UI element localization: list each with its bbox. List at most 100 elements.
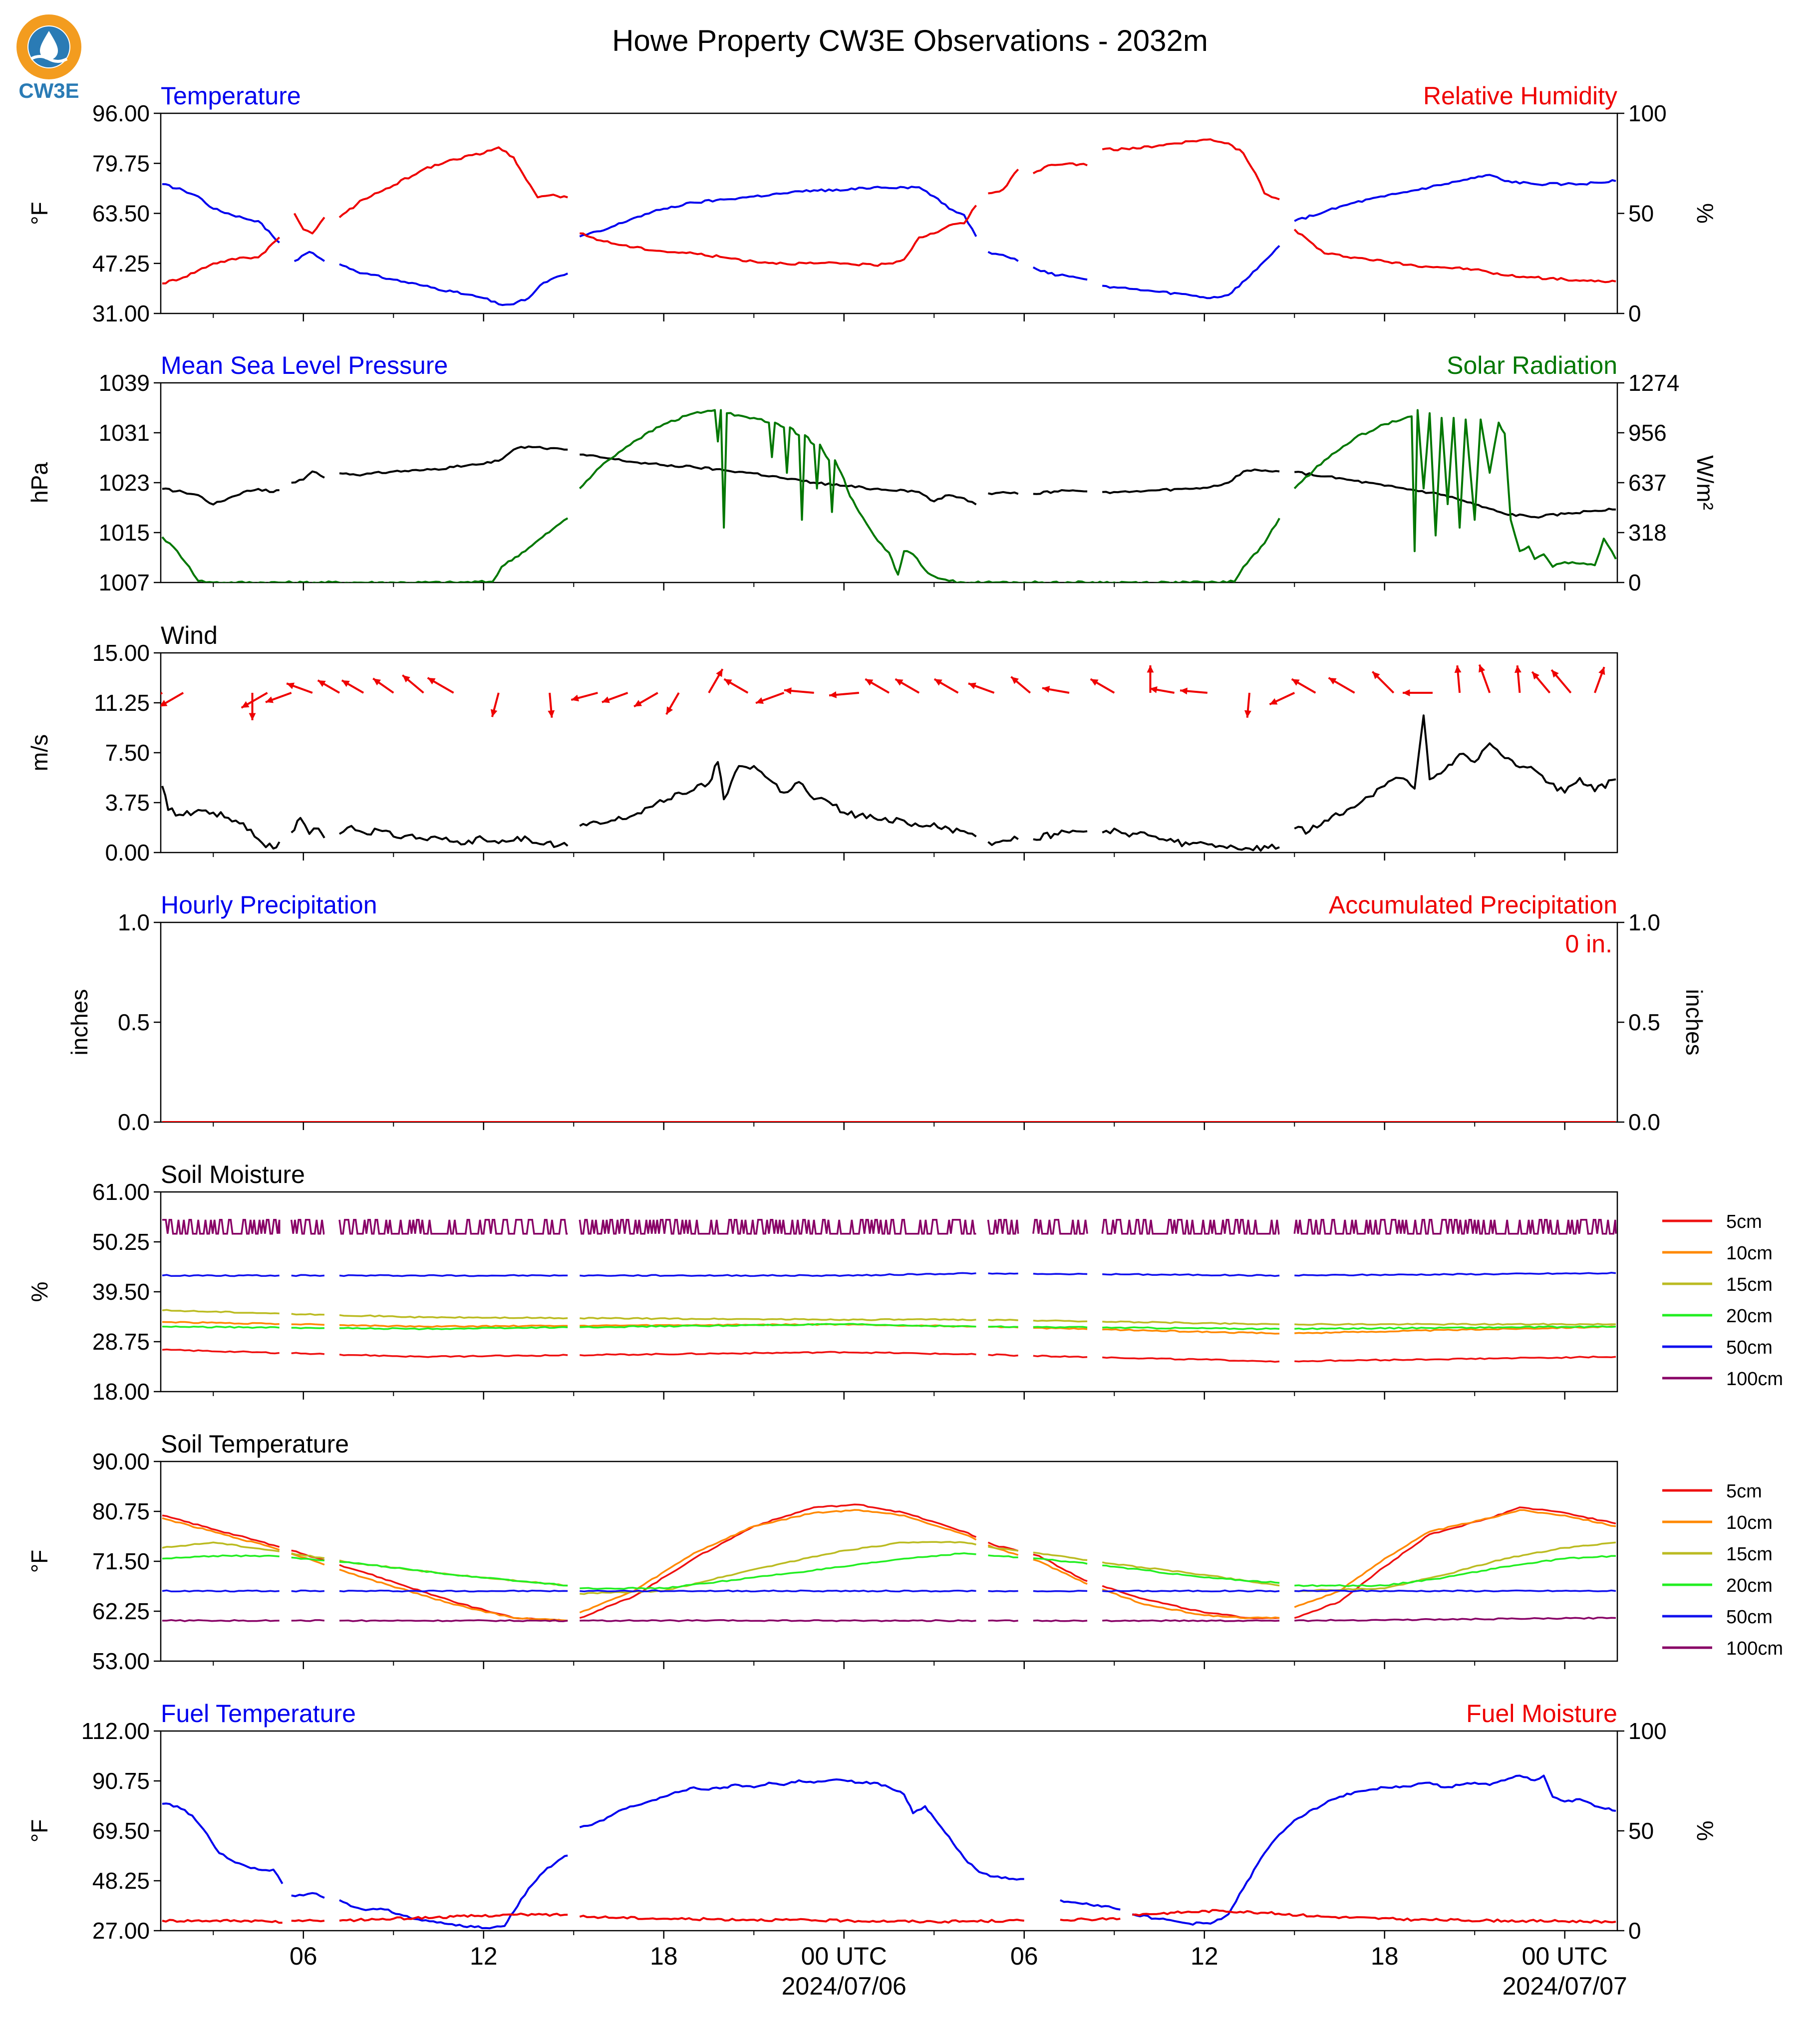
temperature-line-0	[1032, 266, 1088, 281]
pressure-ytick-label: 1039	[99, 370, 150, 396]
wind-arrow-head	[1532, 671, 1539, 680]
fuel-frame	[160, 1730, 1618, 1932]
soil_temperature-series-4	[162, 1589, 1616, 1593]
soil_temperature-line-100cm	[1294, 1616, 1616, 1622]
pressure-ytick-label: 1007	[99, 570, 150, 595]
wind-ytick-label: 7.50	[105, 740, 150, 766]
panel-pressure: Mean Sea Level Pressure Solar Radiation 10…	[26, 351, 1718, 595]
precipitation-annotation: 0 in.	[1565, 930, 1612, 958]
wind-ytick-label: 15.00	[92, 640, 150, 666]
wind-arrow-head	[865, 679, 874, 686]
soil_moisture-line-20cm	[1102, 1326, 1280, 1330]
pressure-ylabel: hPa	[26, 462, 52, 503]
precipitation-ytick-label: 0.5	[118, 1009, 150, 1035]
soil_temperature-line-20cm	[1033, 1557, 1088, 1565]
cw3e-logo: CW3E	[16, 14, 81, 102]
wind-title-left: Wind	[161, 621, 218, 649]
soil_temperature-line-15cm	[988, 1546, 1018, 1552]
figure-title: Howe Property CW3E Observations - 2032m	[612, 24, 1208, 57]
soil_moisture-ytick-label: 18.00	[92, 1379, 150, 1405]
soil_temperature-line-15cm	[1102, 1561, 1280, 1587]
soil_moisture-series-5	[162, 1219, 1617, 1235]
soil_moisture-line-10cm	[162, 1321, 280, 1325]
soil_temperature-line-10cm	[579, 1509, 977, 1614]
wind-arrow-head	[934, 679, 942, 686]
soil_moisture-series-2	[162, 1309, 1616, 1326]
x-tick-label: 18	[650, 1942, 678, 1970]
pressure-line-0	[580, 453, 977, 506]
soil_moisture-line-10cm	[291, 1323, 324, 1326]
soil_moisture-line-100cm	[338, 1219, 568, 1235]
soil_temperature-line-50cm	[988, 1590, 1018, 1593]
soil_moisture-ylabel: %	[26, 1282, 52, 1302]
logo-ring	[16, 14, 81, 79]
soil_temperature-line-5cm	[339, 1564, 568, 1622]
wind-arrow-head	[1551, 670, 1559, 678]
wind-arrow-head	[666, 706, 673, 715]
soil_moisture-line-15cm	[162, 1309, 280, 1315]
soil_moisture-legend-label: 50cm	[1726, 1337, 1773, 1358]
panel-soil_temperature: Soil Temperature 90.00 80.75 71.50 62.25 53.0…	[26, 1430, 1783, 1674]
soil_temperature-line-20cm	[339, 1561, 568, 1587]
soil_moisture-line-5cm	[1033, 1355, 1088, 1358]
fuel-ytick-label: 112.00	[81, 1718, 150, 1744]
wind-arrow-head	[602, 696, 610, 703]
soil_temperature-line-20cm	[988, 1554, 1018, 1558]
soil_temperature-line-50cm	[580, 1589, 976, 1593]
fuel-ytick-label: 48.25	[92, 1868, 150, 1894]
fuel-ylabel-right: %	[1692, 1821, 1718, 1841]
wind-arrow-head	[249, 713, 256, 720]
soil_temperature-line-15cm	[162, 1541, 280, 1552]
wind-arrow-head	[895, 679, 904, 686]
x-tick-label: 12	[1191, 1942, 1218, 1970]
wind-arrow-head	[266, 696, 274, 703]
soil_moisture-line-10cm	[1033, 1327, 1088, 1330]
soil_temperature-line-20cm	[1102, 1564, 1280, 1584]
wind-ylabel: m/s	[26, 734, 52, 771]
wind-line-0	[339, 825, 569, 848]
wind-arrow-head	[490, 709, 498, 717]
wind-series-0	[161, 714, 1616, 852]
soil_moisture-line-15cm	[580, 1317, 976, 1321]
wind-arrow-head	[1291, 679, 1300, 686]
fuel-line-1	[1060, 1917, 1121, 1922]
soil_temperature-line-100cm	[1102, 1619, 1280, 1622]
pressure-ytick-label: 1015	[99, 520, 150, 546]
panel-precipitation: Hourly Precipitation Accumulated Precipit…	[66, 891, 1707, 1135]
temperature-frame	[160, 112, 1618, 314]
soil_moisture-line-50cm	[1294, 1272, 1616, 1277]
temperature-ytick-label: 47.25	[92, 251, 150, 277]
wind-arrow-head	[241, 701, 250, 708]
fuel-ylabel: °F	[26, 1819, 52, 1843]
pressure-ylabel-right: W/m²	[1692, 455, 1718, 510]
soil_moisture-line-20cm	[580, 1323, 976, 1329]
soil_moisture-legend: 5cm 10cm 15cm 20cm 50cm 100cm	[1662, 1211, 1783, 1390]
soil_temperature-line-5cm	[162, 1514, 280, 1548]
soil_temperature-series-3	[162, 1552, 1616, 1590]
pressure-line-0	[291, 470, 325, 484]
precipitation-ytick-label: 1.0	[118, 909, 150, 935]
soil_moisture-line-5cm	[580, 1351, 976, 1357]
wind-arrow-head	[1180, 687, 1188, 695]
soil_temperature-legend-label: 15cm	[1726, 1544, 1773, 1565]
panel-temperature: Temperature Relative Humidity 96.00 79.75 63…	[26, 82, 1718, 326]
panel-soil_moisture: Soil Moisture 61.00 50.25 39.50 28.75 18.00% 5…	[26, 1160, 1783, 1405]
soil_temperature-line-15cm	[291, 1552, 325, 1559]
soil_temperature-line-100cm	[1033, 1619, 1088, 1622]
soil_moisture-line-20cm	[1294, 1325, 1616, 1330]
pressure-ytick-right-label: 318	[1628, 520, 1667, 546]
logo-text: CW3E	[18, 79, 79, 102]
fuel-line-1	[162, 1919, 283, 1924]
soil_moisture-ytick-label: 28.75	[92, 1329, 150, 1355]
temperature-ytick-label: 96.00	[92, 100, 150, 126]
temperature-ylabel-right: %	[1692, 203, 1718, 224]
x-tick-label: 00 UTC	[801, 1942, 887, 1970]
fuel-plot-area	[162, 1774, 1616, 1930]
pressure-ytick-right-label: 956	[1628, 420, 1667, 446]
wind-arrow-head	[1042, 686, 1050, 693]
fuel-line-0	[339, 1854, 568, 1930]
pressure-title-right: Solar Radiation	[1447, 351, 1617, 379]
soil_moisture-line-50cm	[339, 1274, 568, 1277]
soil_temperature-ytick-label: 90.00	[92, 1449, 150, 1474]
